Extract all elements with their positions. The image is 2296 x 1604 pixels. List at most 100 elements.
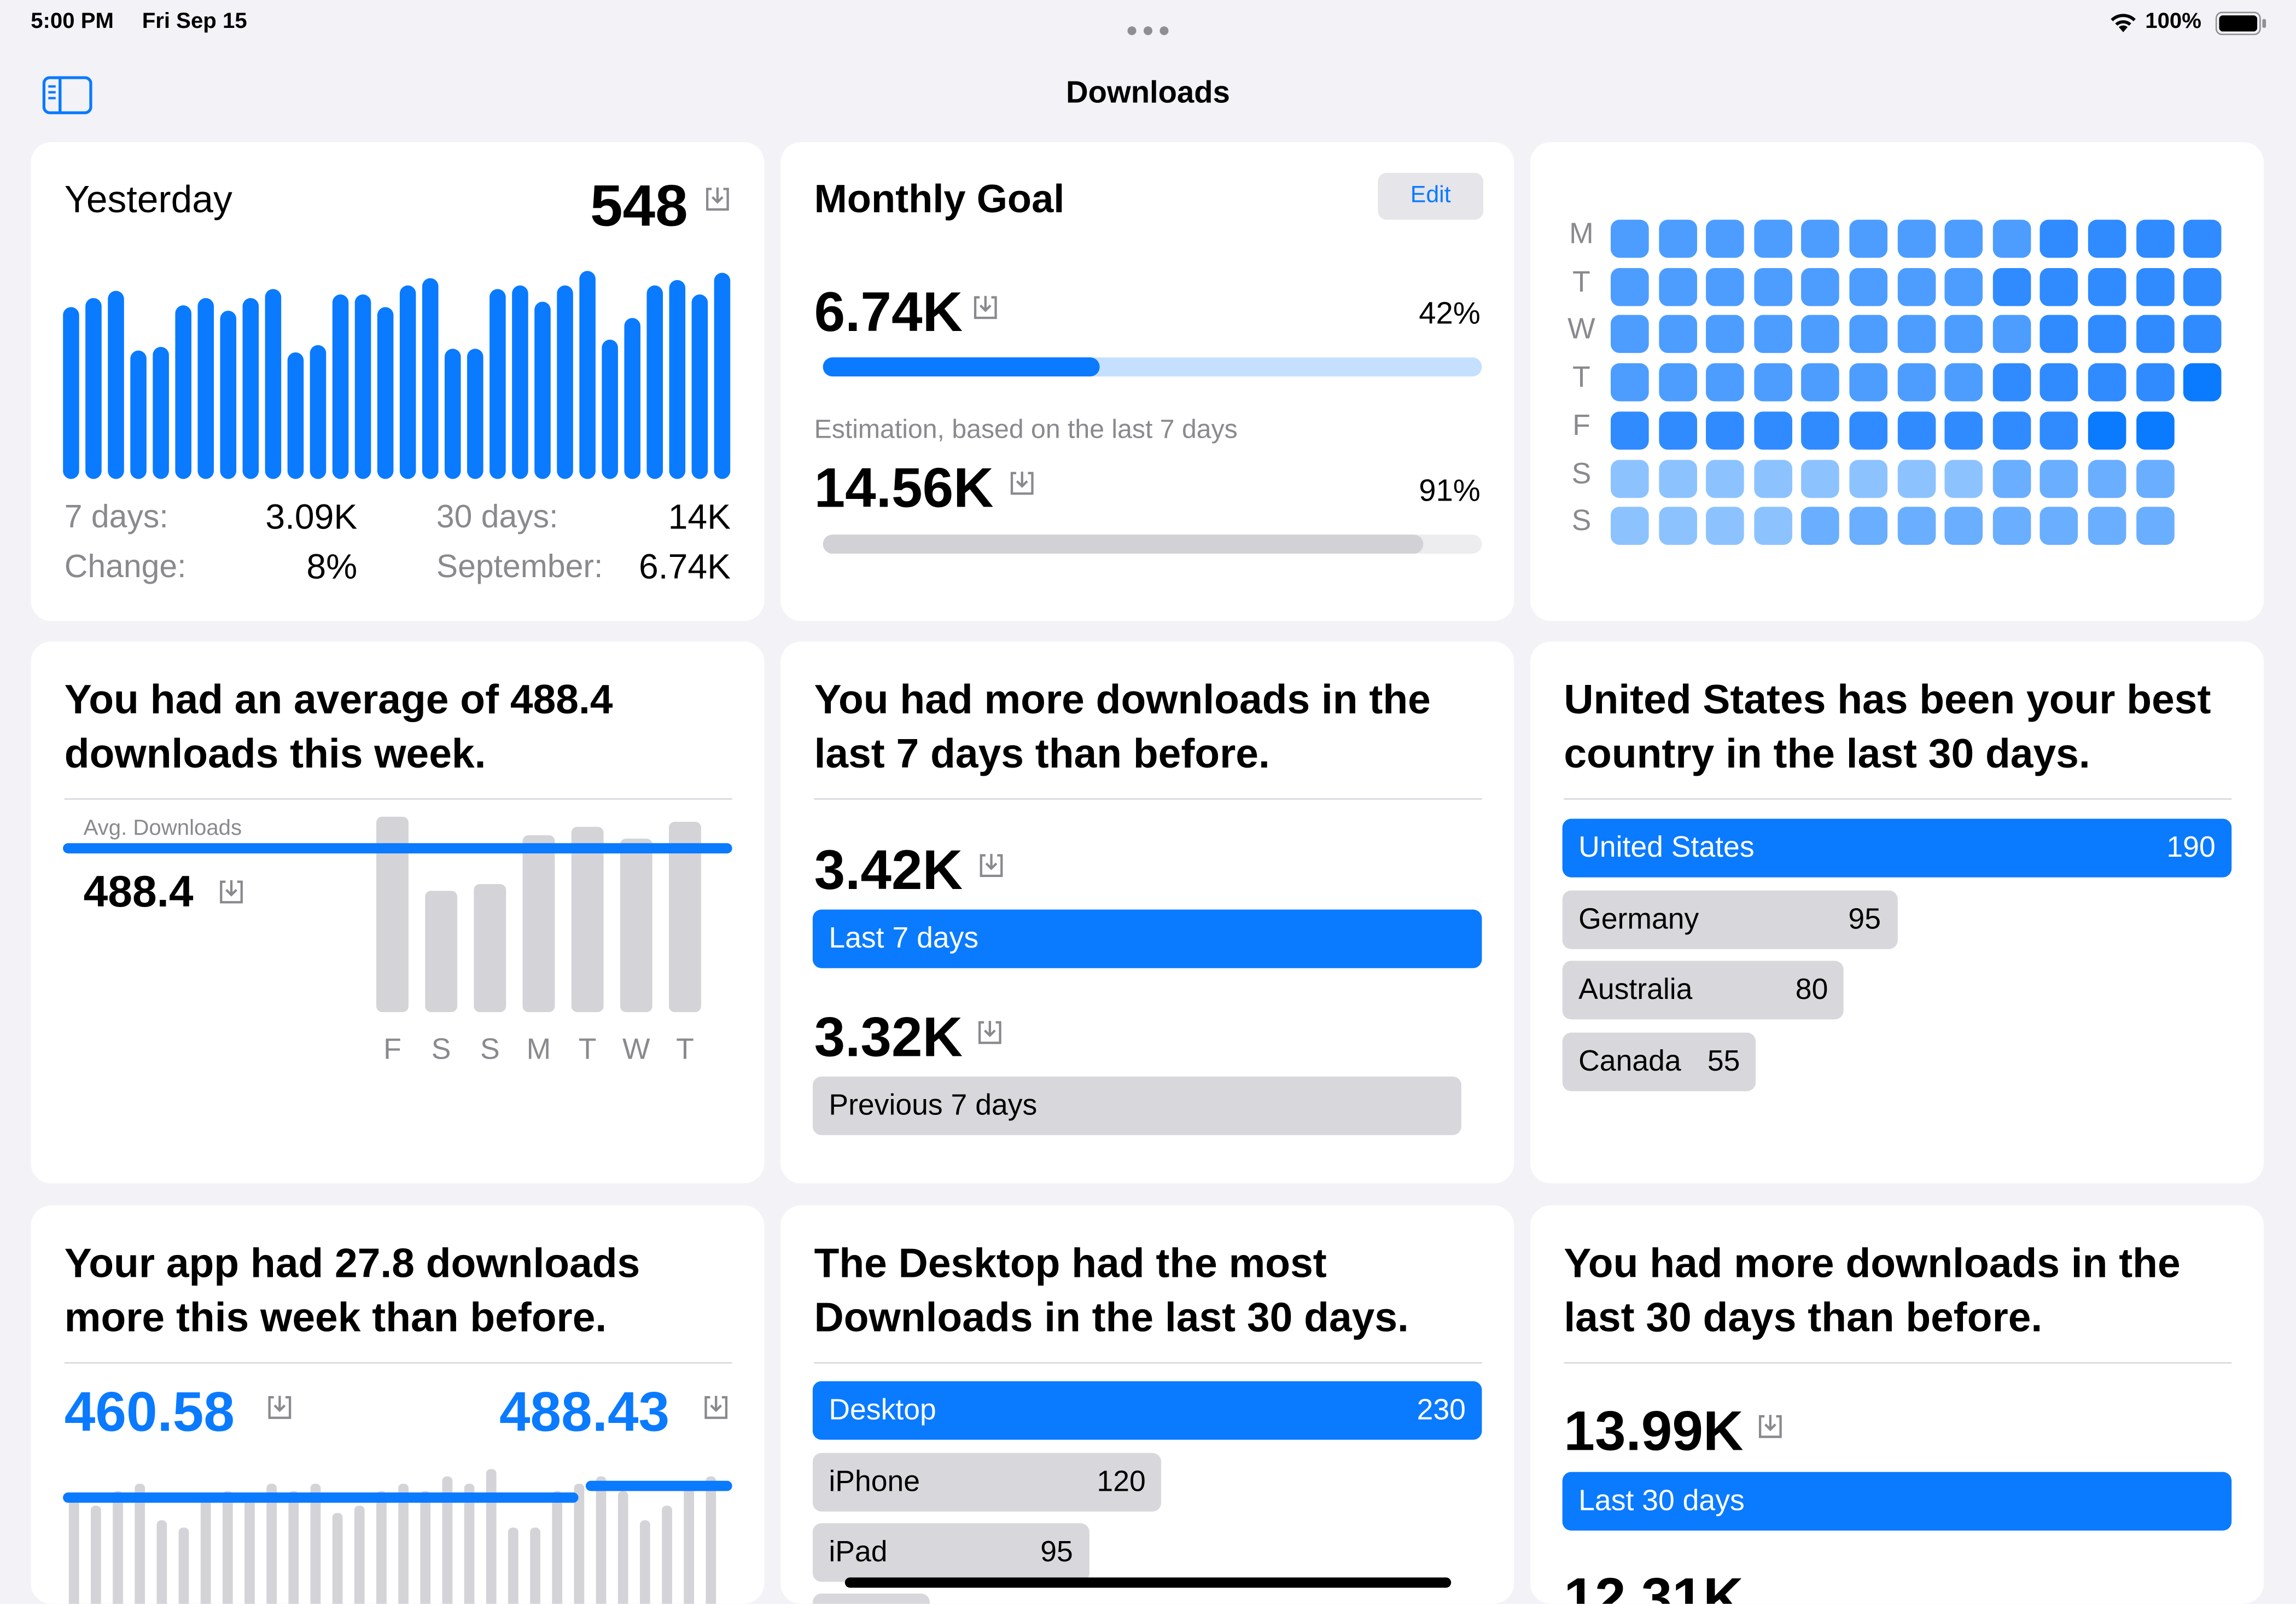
heatmap-cell[interactable] — [1849, 268, 1888, 306]
heatmap-cell[interactable] — [1802, 268, 1840, 306]
heatmap-cell[interactable] — [1706, 411, 1745, 450]
yesterday-card[interactable]: Yesterday 548 7 days: 3.09K 30 days: 14K… — [31, 142, 765, 621]
week-compare-card[interactable]: Your app had 27.8 downloads more this we… — [31, 1205, 765, 1604]
last-30-days-card[interactable]: You had more downloads in the last 30 da… — [1530, 1205, 2264, 1604]
heatmap-cell[interactable] — [2183, 315, 2222, 354]
heatmap-cell[interactable] — [1802, 315, 1840, 354]
heatmap-cell[interactable] — [1897, 507, 1936, 545]
heatmap-cell[interactable] — [1753, 459, 1792, 497]
country-row[interactable]: Germany 95 — [1562, 890, 1897, 949]
heatmap-cell[interactable] — [2183, 268, 2222, 306]
monthly-goal-card[interactable]: Monthly Goal Edit 6.74K 42% Estimation, … — [780, 142, 1514, 621]
heatmap-cell[interactable] — [1658, 219, 1697, 258]
heatmap-cell[interactable] — [1992, 219, 2031, 258]
heatmap-cell[interactable] — [1611, 411, 1649, 450]
heatmap-cell[interactable] — [1753, 268, 1792, 306]
heatmap-cell[interactable] — [1706, 363, 1745, 402]
heatmap-cell[interactable] — [1849, 315, 1888, 354]
heatmap-cell[interactable] — [1611, 219, 1649, 258]
heatmap-cell[interactable] — [1658, 268, 1697, 306]
heatmap-cell[interactable] — [1706, 507, 1745, 545]
heatmap-cell[interactable] — [2040, 268, 2079, 306]
heatmap-cell[interactable] — [2136, 268, 2174, 306]
heatmap-cell[interactable] — [1849, 507, 1888, 545]
heatmap-cell[interactable] — [2040, 363, 2079, 402]
heatmap-cell[interactable] — [2088, 268, 2126, 306]
heatmap-cell[interactable] — [1658, 411, 1697, 450]
country-row[interactable]: Australia 80 — [1562, 961, 1844, 1020]
heatmap-cell[interactable] — [1658, 315, 1697, 354]
heatmap-cell[interactable] — [1944, 459, 1983, 497]
heatmap-cell[interactable] — [1802, 459, 1840, 497]
heatmap-cell[interactable] — [2136, 219, 2174, 258]
heatmap-cell[interactable] — [2040, 315, 2079, 354]
heatmap-cell[interactable] — [2088, 411, 2126, 450]
heatmap-cell[interactable] — [1611, 459, 1649, 497]
heatmap-cell[interactable] — [2136, 411, 2174, 450]
heatmap-cell[interactable] — [2040, 507, 2079, 545]
country-row[interactable]: United States 190 — [1562, 818, 2232, 877]
platform-row[interactable]: iPhone 120 — [812, 1452, 1162, 1511]
heatmap-cell[interactable] — [2136, 459, 2174, 497]
heatmap-cell[interactable] — [2088, 507, 2126, 545]
average-card[interactable]: You had an average of 488.4 downloads th… — [31, 641, 765, 1184]
heatmap-cell[interactable] — [1706, 268, 1745, 306]
heatmap-cell[interactable] — [1753, 363, 1792, 402]
heatmap-cell[interactable] — [2136, 363, 2174, 402]
heatmap-cell[interactable] — [1802, 411, 1840, 450]
last-7-days-card[interactable]: You had more downloads in the last 7 day… — [780, 641, 1514, 1184]
heatmap-cell[interactable] — [1753, 219, 1792, 258]
heatmap-cell[interactable] — [1944, 268, 1983, 306]
heatmap-cell[interactable] — [1753, 411, 1792, 450]
platform-row[interactable]: Desktop 230 — [812, 1381, 1482, 1440]
heatmap-cell[interactable] — [1706, 219, 1745, 258]
heatmap-cell[interactable] — [1897, 219, 1936, 258]
multitasking-dots-icon[interactable] — [1126, 18, 1170, 44]
heatmap-cell[interactable] — [1897, 363, 1936, 402]
heatmap-cell[interactable] — [1802, 507, 1840, 545]
country-row[interactable]: Canada 55 — [1562, 1032, 1756, 1091]
heatmap-cell[interactable] — [1658, 507, 1697, 545]
heatmap-cell[interactable] — [1944, 507, 1983, 545]
heatmap-cell[interactable] — [1611, 507, 1649, 545]
heatmap-cell[interactable] — [1802, 363, 1840, 402]
platform-row[interactable]: iPad 95 — [812, 1523, 1089, 1582]
heatmap-cell[interactable] — [2136, 507, 2174, 545]
heatmap-cell[interactable] — [1706, 459, 1745, 497]
heatmap-cell[interactable] — [1849, 411, 1888, 450]
countries-card[interactable]: United States has been your best country… — [1530, 641, 2264, 1184]
heatmap-cell[interactable] — [2040, 219, 2079, 258]
heatmap-cell[interactable] — [1658, 363, 1697, 402]
heatmap-cell[interactable] — [1992, 268, 2031, 306]
heatmap-cell[interactable] — [2088, 459, 2126, 497]
heatmap-cell[interactable] — [1992, 363, 2031, 402]
heatmap-cell[interactable] — [1944, 219, 1983, 258]
heatmap-cell[interactable] — [1849, 363, 1888, 402]
heatmap-cell[interactable] — [1706, 315, 1745, 354]
heatmap-cell[interactable] — [1992, 459, 2031, 497]
heatmap-cell[interactable] — [1992, 507, 2031, 545]
heatmap-cell[interactable] — [1897, 459, 1936, 497]
heatmap-cell[interactable] — [1658, 459, 1697, 497]
heatmap-cell[interactable] — [2088, 219, 2126, 258]
heatmap-cell[interactable] — [2136, 315, 2174, 354]
heatmap-cell[interactable] — [1897, 315, 1936, 354]
heatmap-cell[interactable] — [1944, 411, 1983, 450]
heatmap-cell[interactable] — [1897, 411, 1936, 450]
heatmap-cell[interactable] — [2183, 219, 2222, 258]
heatmap-cell[interactable] — [1944, 363, 1983, 402]
platforms-card[interactable]: The Desktop had the most Downloads in th… — [780, 1205, 1514, 1604]
heatmap-cell[interactable] — [1897, 268, 1936, 306]
home-indicator[interactable] — [844, 1577, 1452, 1588]
heatmap-cell[interactable] — [1944, 315, 1983, 354]
edit-button[interactable]: Edit — [1378, 172, 1484, 220]
heatmap-cell[interactable] — [1611, 363, 1649, 402]
heatmap-cell[interactable] — [1992, 315, 2031, 354]
heatmap-cell[interactable] — [2040, 411, 2079, 450]
heatmap-cell[interactable] — [1802, 219, 1840, 258]
heatmap-cell[interactable] — [2183, 363, 2222, 402]
heatmap-cell[interactable] — [1611, 268, 1649, 306]
heatmap-cell[interactable] — [1753, 507, 1792, 545]
heatmap-cell[interactable] — [2088, 363, 2126, 402]
